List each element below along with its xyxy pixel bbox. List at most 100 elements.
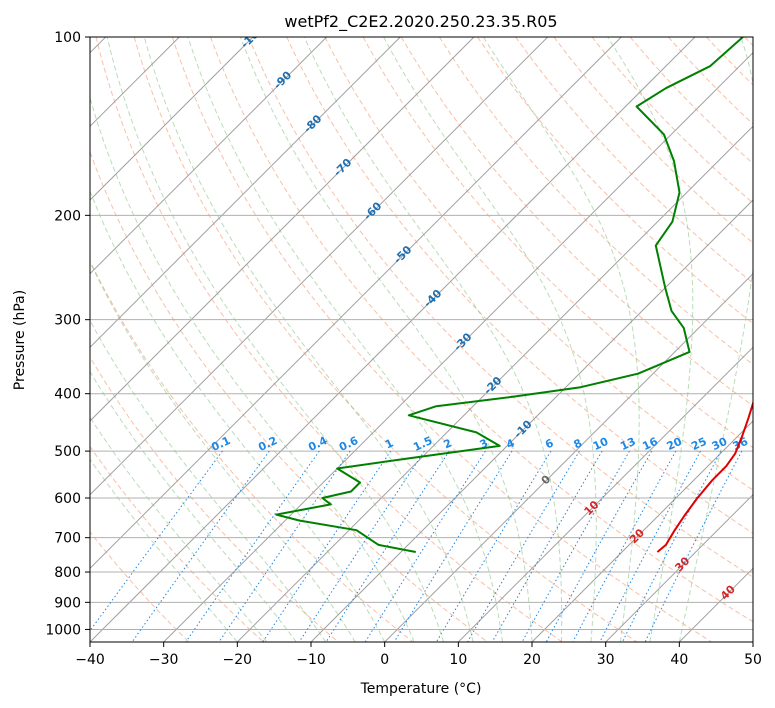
- dry-adiabat: [591, 37, 753, 204]
- isotherm-line: [90, 37, 549, 496]
- mixing-ratio-line: [131, 450, 270, 642]
- moist-adiabat: [678, 37, 753, 642]
- x-tick-label: 10: [449, 652, 467, 668]
- y-tick-label: 600: [54, 491, 81, 507]
- isotherm-line: [384, 272, 753, 642]
- x-tick-label: −30: [149, 652, 179, 668]
- dry-adiabat: [324, 37, 753, 491]
- dry-adiabat: [706, 37, 753, 86]
- moist-adiabat: [383, 37, 597, 642]
- y-tick-label: 1000: [45, 622, 81, 638]
- x-axis-label: Temperature (°C): [360, 681, 482, 697]
- isotherm-line: [90, 37, 622, 570]
- isotherm-line: [90, 37, 475, 422]
- moist-adiabat: [187, 37, 503, 642]
- dry-adiabat: [95, 37, 563, 642]
- dry-adiabat: [210, 37, 753, 623]
- dry-adiabat: [171, 37, 712, 642]
- moist-adiabat: [607, 37, 694, 642]
- isotherm-line: [531, 420, 753, 642]
- y-axis-ticks: 100 200 300 400 500 600 700 800 900 1000: [45, 30, 90, 638]
- background-lines: [90, 37, 753, 642]
- isotherm-line: [90, 37, 401, 349]
- dry-adiabat: [400, 37, 753, 407]
- dry-adiabat: [286, 37, 753, 534]
- isotherm-line: [752, 641, 753, 642]
- y-axis-label: Pressure (hPa): [12, 290, 28, 390]
- y-tick-label: 900: [54, 595, 81, 611]
- mixing-ratio-line: [185, 450, 320, 642]
- isotherm-line: [457, 346, 753, 642]
- mixing-ratio-label: 25: [689, 435, 708, 453]
- moist-adiabat: [239, 37, 533, 642]
- y-tick-label: 800: [54, 565, 81, 581]
- mixing-ratio-line: [218, 450, 351, 642]
- temperature-profile: [656, 399, 753, 553]
- x-tick-label: 30: [597, 652, 615, 668]
- x-tick-label: 0: [380, 652, 389, 668]
- mixing-ratio-line: [298, 450, 425, 642]
- mixing-ratio-line: [467, 450, 580, 642]
- dry-adiabat: [90, 356, 339, 642]
- y-tick-label: 700: [54, 531, 81, 547]
- chart-title: wetPf2_C2E2.2020.250.23.35.R05: [284, 12, 557, 32]
- mixing-ratio-label: 2: [442, 436, 454, 451]
- dry-adiabat: [90, 259, 414, 642]
- dry-adiabat: [744, 37, 753, 47]
- isotherm-line: [90, 37, 328, 275]
- profile-series: [275, 37, 753, 553]
- y-tick-label: 300: [54, 313, 81, 329]
- moist-adiabat: [303, 37, 563, 642]
- y-tick-label: 200: [54, 208, 81, 224]
- moist-adiabat: [106, 37, 445, 642]
- mixing-ratio-line: [599, 450, 701, 642]
- moist-adiabat: [90, 458, 238, 642]
- moist-adiabat: [90, 189, 386, 642]
- isotherm-line: [90, 37, 696, 642]
- dry-adiabat: [362, 37, 753, 449]
- isotherm-line: [605, 493, 753, 642]
- y-tick-label: 100: [54, 30, 81, 46]
- mixing-ratio-label: 6: [543, 436, 556, 451]
- moist-adiabat: [482, 37, 640, 642]
- x-tick-label: −10: [296, 652, 326, 668]
- mixing-ratio-line: [491, 450, 603, 642]
- isotherm-line: [310, 199, 753, 642]
- mixing-ratio-line: [621, 450, 722, 642]
- isotherm-line: [236, 125, 753, 642]
- isotherm-line: [678, 567, 753, 642]
- mixing-ratio-label: 36: [731, 435, 751, 453]
- dry-adiabat: [248, 37, 753, 578]
- isotherm-line: [90, 37, 254, 201]
- moist-adiabat: [90, 260, 356, 642]
- dry-adiabat: [90, 445, 264, 642]
- dry-adiabat: [90, 150, 488, 642]
- x-tick-label: 20: [523, 652, 541, 668]
- dry-adiabat: [629, 37, 753, 165]
- mixing-ratio-label: 20: [665, 435, 685, 453]
- x-tick-label: −20: [223, 652, 253, 668]
- mixing-ratio-label: 30: [710, 435, 730, 453]
- plot-frame: [89, 36, 754, 643]
- mixing-ratio-line: [262, 450, 392, 642]
- isotherm-line: [163, 51, 753, 642]
- mixing-ratio-label: 16: [640, 435, 660, 453]
- mixing-ratio-label: 10: [591, 435, 611, 453]
- dry-adiabat: [553, 37, 753, 244]
- dry-adiabat: [438, 37, 753, 366]
- x-tick-label: 50: [744, 652, 762, 668]
- y-tick-label: 400: [54, 387, 81, 403]
- dry-adiabat: [133, 37, 638, 642]
- mixing-ratio-line: [393, 450, 513, 642]
- moist-adiabat: [90, 319, 327, 642]
- mixing-ratio-line: [644, 450, 743, 642]
- x-tick-label: −40: [75, 652, 105, 668]
- mixing-ratio-line: [545, 450, 653, 642]
- moist-adiabat: [90, 416, 268, 642]
- y-tick-label: 500: [54, 444, 81, 460]
- mixing-ratio-line: [572, 450, 677, 642]
- dry-adiabat: [668, 37, 753, 125]
- x-tick-label: 40: [670, 652, 688, 668]
- x-axis-ticks: −40 −30 −20 −10 0 10 20 30 40 50: [75, 642, 762, 668]
